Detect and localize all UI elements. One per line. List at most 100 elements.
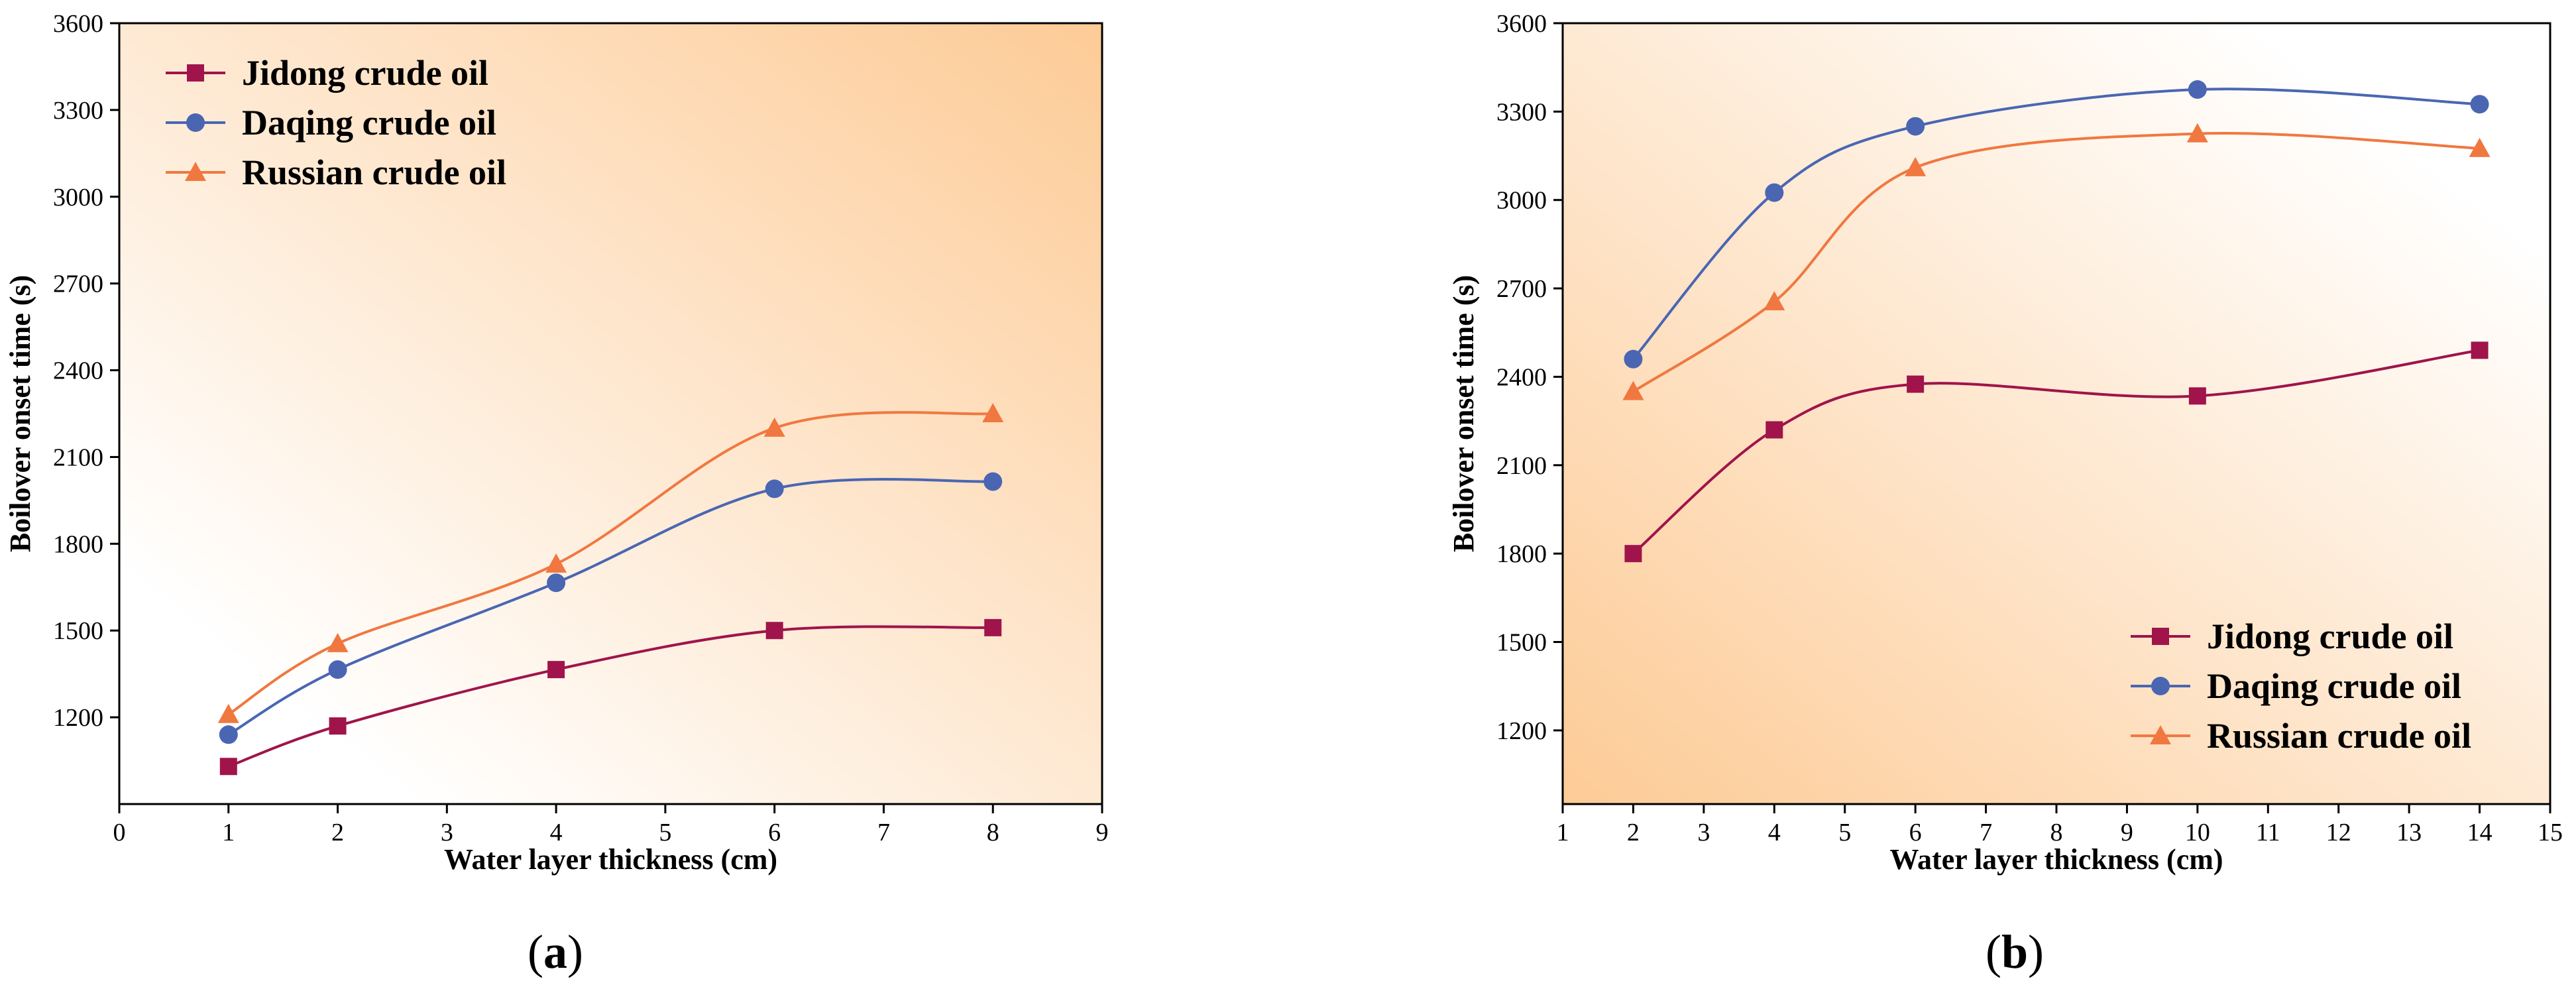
x-tick-label: 3: [1697, 819, 1710, 846]
data-point-triangle: [327, 632, 349, 652]
y-axis-title: Boilover onset time (s): [4, 275, 36, 552]
data-point-circle: [1765, 183, 1784, 202]
x-tick-label: 7: [1980, 819, 1992, 846]
x-tick-label: 14: [2467, 819, 2492, 846]
chart-panel-b: 1 2 3 4 5 6 7 8 9 10 11 12 13 14 151200150018002100240…: [1447, 10, 2563, 978]
panel-label-close: ): [567, 925, 583, 978]
plot-background: [1563, 23, 2550, 804]
legend-marker-square: [187, 64, 204, 82]
data-point-circle: [765, 479, 784, 498]
data-point-square: [547, 661, 565, 679]
data-point-square: [984, 618, 1002, 636]
x-axis-title: Water layer thickness (cm): [1889, 843, 2223, 876]
y-tick-label: 1200: [1496, 717, 1547, 745]
panel-label-open: (: [1986, 925, 2001, 978]
x-tick-label: 2: [331, 819, 344, 846]
y-tick-label: 3600: [53, 10, 103, 38]
legend-label: Jidong crude oil: [2207, 616, 2453, 656]
y-tick-label: 3000: [53, 184, 103, 211]
data-point-triangle: [545, 553, 567, 573]
x-tick-label: 4: [550, 819, 563, 846]
x-tick-label: 10: [2185, 819, 2210, 846]
x-tick-label: 13: [2396, 819, 2422, 846]
data-point-circle: [328, 660, 347, 679]
legend-marker-triangle: [185, 162, 206, 181]
series-line-square: [228, 625, 993, 768]
x-tick-label: 6: [1909, 819, 1922, 846]
plot-frame: [118, 22, 1103, 805]
x-tick-label: 5: [1838, 819, 1851, 846]
y-tick-label: 2700: [1496, 275, 1547, 303]
data-point-square: [1765, 421, 1783, 439]
legend-label: Russian crude oil: [242, 152, 506, 192]
series-line-square: [1632, 349, 2480, 555]
y-tick-label: 1500: [1496, 629, 1547, 657]
x-tick-label: 12: [2326, 819, 2351, 846]
x-axis-title: Water layer thickness (cm): [444, 843, 777, 876]
data-point-square: [2471, 341, 2489, 359]
panel-label-letter: a: [543, 925, 567, 978]
x-tick-label: 1: [222, 819, 235, 846]
data-point-circle: [547, 573, 566, 593]
y-tick-label: 3000: [1496, 187, 1547, 215]
data-point-square: [1907, 375, 1925, 393]
y-tick-label: 2700: [53, 270, 103, 298]
y-tick-label: 2100: [53, 443, 103, 471]
x-tick-label: 3: [441, 819, 453, 846]
x-tick-label: 6: [768, 819, 781, 846]
x-tick-label: 8: [987, 819, 999, 846]
y-tick-label: 2400: [1496, 363, 1547, 391]
series-line-circle: [227, 478, 993, 736]
legend-marker-square: [2152, 628, 2169, 645]
series-line-circle: [1632, 87, 2480, 361]
panel-label-letter: b: [2001, 925, 2028, 978]
y-tick-label: 1200: [53, 704, 103, 732]
series-line-triangle: [1632, 132, 2480, 393]
legend-marker-circle: [2151, 677, 2170, 695]
panel-label-close: ): [2028, 925, 2044, 978]
x-tick-label: 8: [2050, 819, 2063, 846]
data-point-circle: [2470, 95, 2489, 114]
x-tick-label: 9: [2121, 819, 2133, 846]
x-tick-label: 7: [877, 819, 890, 846]
panel-label: (a): [528, 925, 583, 978]
legend-label: Daqing crude oil: [242, 103, 496, 143]
legend-label: Daqing crude oil: [2207, 666, 2461, 706]
legend-marker-triangle: [2150, 725, 2171, 744]
data-point-circle: [1906, 117, 1925, 136]
x-tick-label: 4: [1768, 819, 1781, 846]
data-point-triangle: [1905, 156, 1927, 176]
data-point-square: [1624, 545, 1642, 563]
data-point-square: [219, 758, 237, 776]
x-tick-label: 15: [2538, 819, 2563, 846]
x-tick-label: 0: [113, 819, 126, 846]
data-point-triangle: [217, 703, 239, 723]
y-tick-label: 1800: [1496, 540, 1547, 568]
series-line-triangle: [227, 411, 993, 716]
data-point-square: [329, 717, 347, 735]
y-tick-label: 3300: [53, 97, 103, 125]
y-axis-title: Boilover onset time (s): [1447, 275, 1480, 552]
data-point-square: [2188, 387, 2206, 405]
panel-label-open: (: [528, 925, 543, 978]
x-tick-label: 11: [2256, 819, 2280, 846]
data-point-circle: [1624, 349, 1643, 369]
data-point-circle: [219, 725, 238, 744]
y-tick-label: 2100: [1496, 452, 1547, 480]
panel-label: (b): [1986, 925, 2044, 978]
data-point-triangle: [982, 403, 1004, 422]
legend-label: Russian crude oil: [2207, 716, 2471, 756]
x-tick-label: 2: [1627, 819, 1640, 846]
y-tick-label: 3600: [1496, 10, 1547, 38]
chart-panel-a: 0 1 2 3 4 5 6 7 8 9 1200 1500 1800 2100 2400 2700 3000 33…: [4, 10, 1109, 978]
y-tick-label: 2400: [53, 357, 103, 385]
data-point-triangle: [1764, 291, 1785, 311]
data-point-circle: [2188, 80, 2207, 99]
x-tick-label: 9: [1096, 819, 1109, 846]
data-point-triangle: [763, 417, 785, 437]
legend-label: Jidong crude oil: [242, 53, 488, 93]
y-tick-label: 1800: [53, 530, 103, 558]
data-point-triangle: [2469, 137, 2491, 157]
data-point-triangle: [2186, 123, 2208, 143]
